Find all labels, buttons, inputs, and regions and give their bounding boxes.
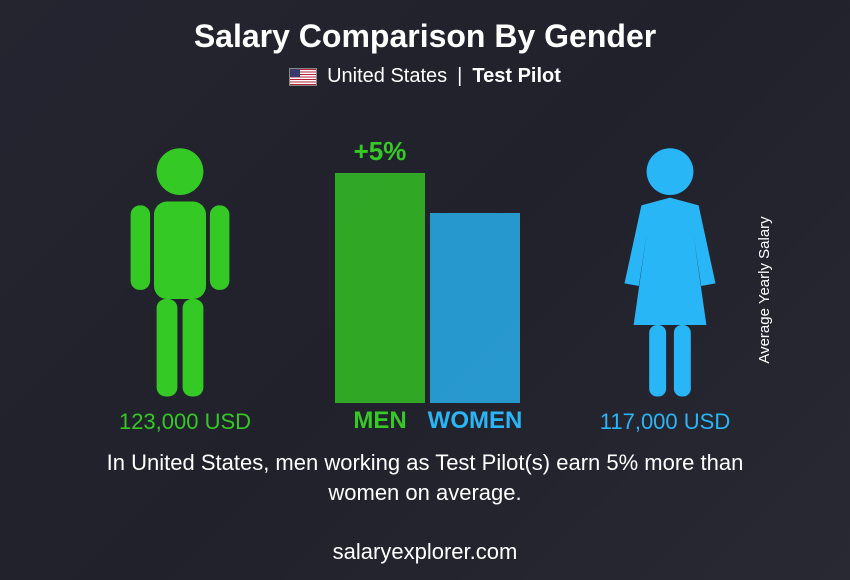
men-bar: [335, 173, 425, 403]
chart-area: +5% MEN WOMEN 123,000 USD 117,000 USD: [0, 103, 850, 443]
percent-difference-label: +5%: [335, 136, 425, 167]
separator: |: [457, 65, 462, 88]
job-label: Test Pilot: [472, 65, 561, 88]
subtitle-row: United States | Test Pilot: [0, 65, 850, 88]
women-bar-label: WOMEN: [420, 407, 530, 435]
page-title: Salary Comparison By Gender: [0, 0, 850, 55]
us-flag-icon: [289, 68, 317, 86]
caption-text: In United States, men working as Test Pi…: [0, 448, 850, 507]
men-bar-label: MEN: [325, 407, 435, 435]
men-salary: 123,000 USD: [85, 409, 285, 435]
footer-source: salaryexplorer.com: [0, 539, 850, 565]
female-figure-icon: [605, 143, 735, 403]
male-figure-icon: [115, 143, 245, 403]
y-axis-label: Average Yearly Salary: [756, 216, 773, 363]
women-salary: 117,000 USD: [565, 409, 765, 435]
country-label: United States: [327, 65, 447, 88]
women-bar: [430, 213, 520, 403]
